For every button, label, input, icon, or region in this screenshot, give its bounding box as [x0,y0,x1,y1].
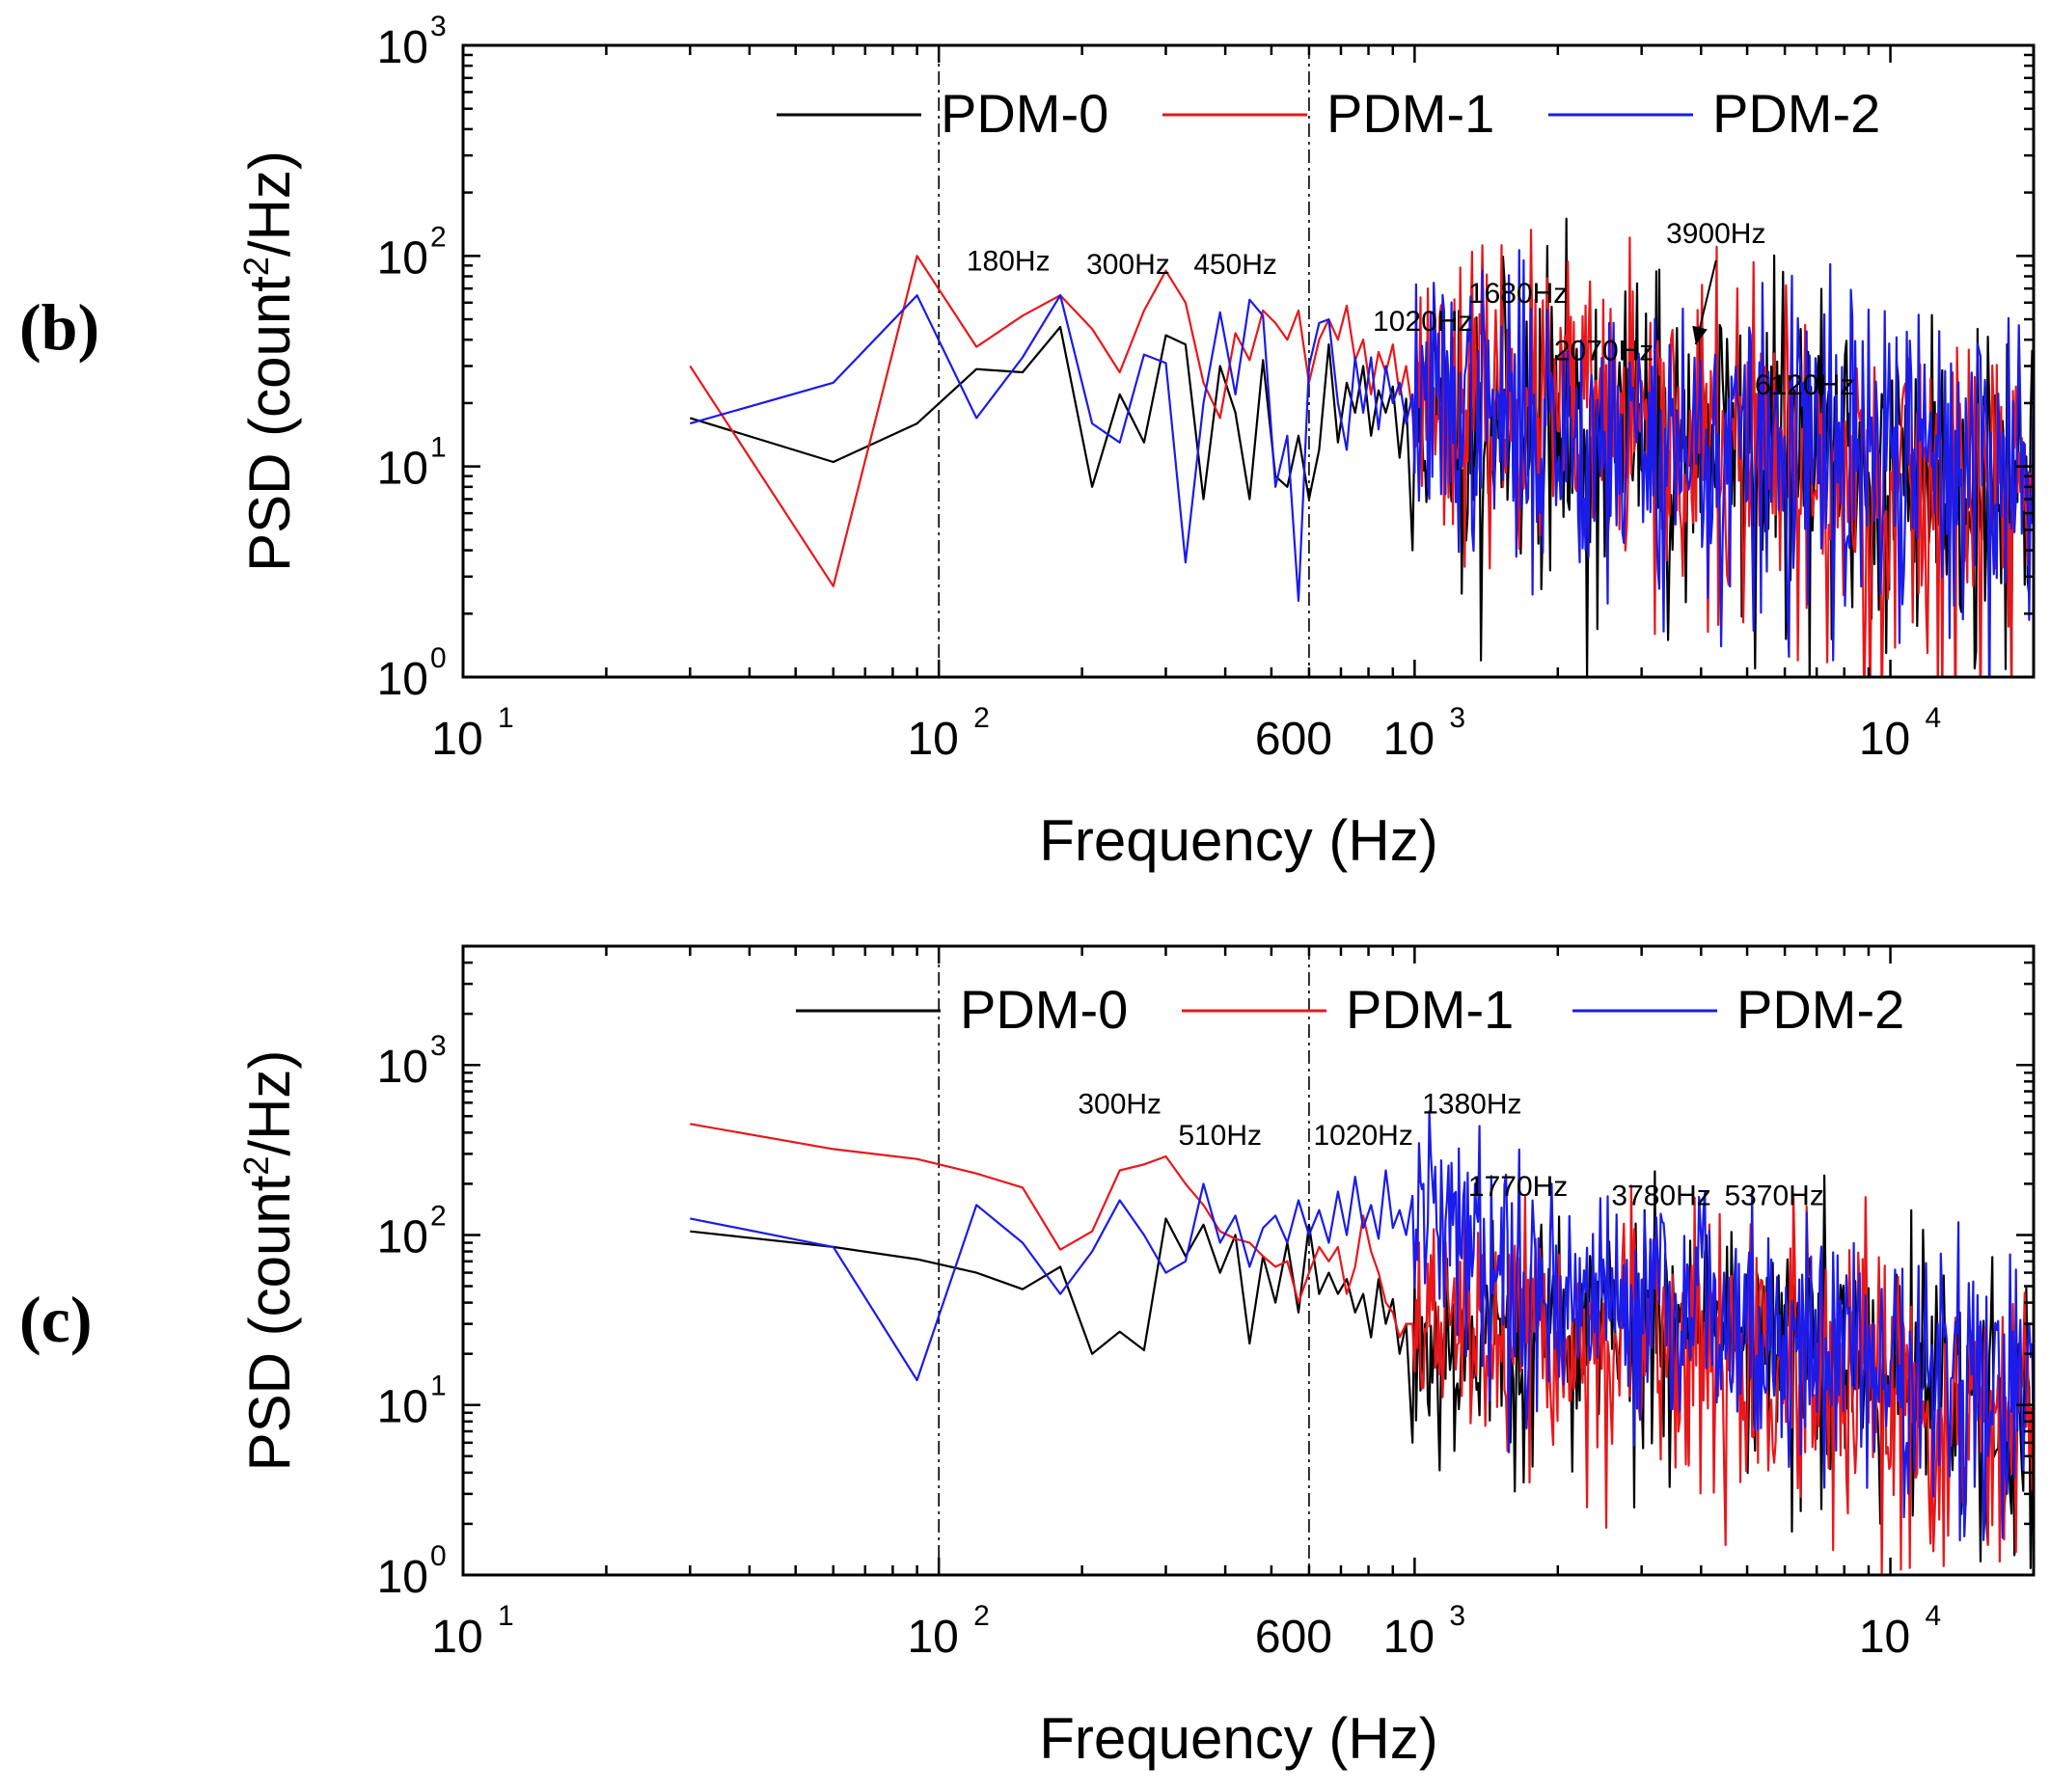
panel-b: (b) 10 1 10 2 10 3 10 4 600 10 0 10 1 10 2 10 3 Frequency… [19,11,2036,873]
y-tick-label: 10 [377,444,428,495]
annotation-label: 1680Hz [1468,278,1568,310]
annotation-label: 300Hz [1086,249,1170,281]
annotation-label: 450Hz [1193,249,1277,281]
y-tick-label-exp: 1 [430,432,447,464]
series-line-pdm-2 [689,249,2034,677]
x-tick-label-600: 600 [1255,714,1332,765]
legend-label-pdm-2: PDM-2 [1712,83,1880,144]
x-tick-label-exp: 4 [1926,1600,1942,1632]
x-tick-label-exp: 1 [498,702,514,734]
x-tick-label-exp: 2 [973,702,990,734]
x-tick-label: 10 [1859,1612,1910,1663]
series-group [689,217,2034,677]
y-tick-label: 10 [377,1211,428,1263]
y-tick-label: 10 [377,1382,428,1433]
y-tick-label: 10 [377,1042,428,1093]
x-tick-label: 10 [431,714,482,765]
panel-c: (c) 10 1 10 2 10 3 10 4 600 10 0 10 1 10 2 10 3 Frequency… [0,896,2050,1792]
annotation-label: 1020Hz [1313,1120,1412,1152]
y-tick-label: 10 [377,654,428,705]
annotation-label: 1770Hz [1468,1171,1568,1203]
y-tick-label: 10 [377,232,428,284]
panel-label-c: (c) [19,1283,93,1356]
x-tick-label: 10 [907,1612,958,1663]
annotation-label: 6120Hz [1755,369,1854,401]
plot-frame [461,43,2036,679]
x-tick-label: 10 [431,1612,482,1663]
annotation-label: 300Hz [1078,1088,1162,1120]
x-tick-label-exp: 3 [1449,1600,1465,1632]
annotation-label: 180Hz [967,246,1051,278]
y-tick-label-exp: 0 [430,642,447,674]
y-tick-label: 10 [377,1552,428,1603]
annotation-label: 2070Hz [1554,335,1654,367]
x-tick-label-exp: 2 [973,1600,990,1632]
x-tick-label: 10 [907,714,958,765]
legend-label-pdm-2: PDM-2 [1736,979,1904,1040]
annotation-label: 3780Hz [1611,1180,1710,1211]
x-axis-title: Frequency (Hz) [1039,1706,1437,1771]
legend-label-pdm-0: PDM-0 [941,83,1108,144]
annotation-label: 5370Hz [1724,1180,1823,1211]
series-group [690,1110,2034,1575]
y-axis-title: PSD (count2/Hz) [236,150,302,572]
x-tick-label-exp: 1 [498,1600,514,1632]
x-tick-label-600: 600 [1255,1612,1332,1663]
series-line-pdm-2 [690,1110,2034,1542]
y-tick-label-exp: 2 [430,221,447,253]
series-line-pdm-1 [690,1123,2034,1575]
y-tick-label: 10 [377,22,428,73]
legend-label-pdm-1: PDM-1 [1326,83,1494,144]
y-tick-label-exp: 0 [430,1540,447,1572]
y-tick-label-exp: 3 [430,1030,447,1062]
y-tick-label-exp: 3 [430,11,447,42]
x-tick-label: 10 [1383,714,1435,765]
x-tick-label-exp: 4 [1926,702,1942,734]
x-tick-label-exp: 3 [1449,702,1465,734]
x-axis-title: Frequency (Hz) [1039,808,1437,873]
annotation-label: 1380Hz [1422,1088,1521,1120]
annotation-label: 510Hz [1178,1120,1262,1152]
x-tick-label: 10 [1383,1612,1435,1663]
annotation-label: 3900Hz [1666,218,1765,250]
y-axis-title: PSD (count2/Hz) [236,1050,302,1472]
annotation-label: 1020Hz [1373,306,1472,338]
y-tick-label-exp: 1 [430,1371,447,1402]
legend-label-pdm-1: PDM-1 [1346,979,1514,1040]
annotation-arrow-head [1692,325,1708,345]
legend-label-pdm-0: PDM-0 [960,979,1128,1040]
x-tick-label: 10 [1859,714,1910,765]
y-tick-label-exp: 2 [430,1200,447,1232]
panel-label-b: (b) [19,290,100,364]
